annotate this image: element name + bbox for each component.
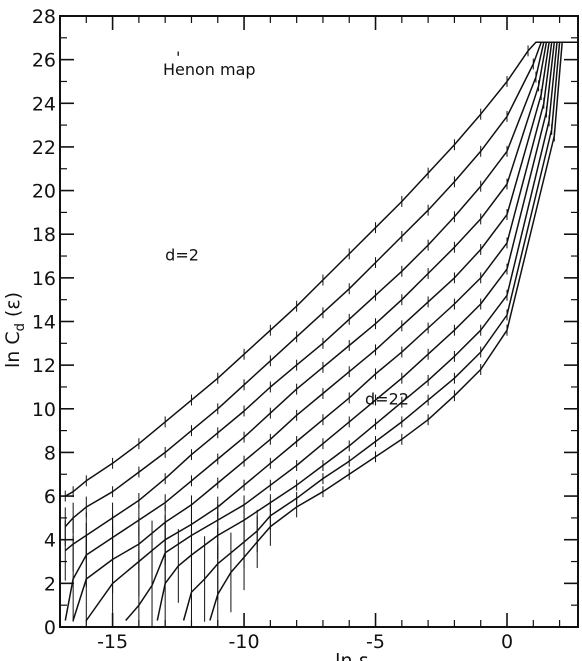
x-axis-title: ln ε xyxy=(335,650,369,661)
y-axis-title-sub: d xyxy=(13,323,28,331)
series-line-10 xyxy=(209,41,578,621)
series-line-3 xyxy=(64,41,578,552)
y-tick-label: 10 xyxy=(32,399,56,421)
y-tick-label: 4 xyxy=(44,530,56,552)
y-tick-label: 0 xyxy=(44,617,56,639)
y-tick-label: 16 xyxy=(32,268,56,290)
annotation-d2: d=2 xyxy=(165,245,199,264)
y-tick-label: 6 xyxy=(44,486,56,508)
series-line-5 xyxy=(72,41,578,621)
x-tick-label: -5 xyxy=(366,631,385,653)
y-tick-label: 8 xyxy=(44,442,56,464)
y-tick-label: 14 xyxy=(32,312,56,334)
chart-title: Henon map xyxy=(163,60,256,79)
x-tick-label: 0 xyxy=(501,631,513,653)
error-bars xyxy=(64,45,555,627)
y-tick-label: 2 xyxy=(44,573,56,595)
plot-border xyxy=(59,15,579,628)
series-line-8 xyxy=(156,41,578,621)
series-line-6 xyxy=(85,41,578,621)
y-axis-title: ln Cd (ε) xyxy=(2,292,28,368)
y-axis-title-main: ln C xyxy=(2,331,24,368)
y-tick-label: 26 xyxy=(32,50,56,72)
x-tick-label: -10 xyxy=(229,631,260,653)
y-axis-title-tail: (ε) xyxy=(2,292,24,323)
axis-ticks xyxy=(59,15,578,628)
y-tick-label: 12 xyxy=(32,355,56,377)
y-tick-label: 22 xyxy=(32,137,56,159)
y-tick-label: 18 xyxy=(32,224,56,246)
y-tick-label: 28 xyxy=(32,6,56,28)
x-tick-label: -15 xyxy=(97,631,128,653)
plot-frame xyxy=(59,15,579,628)
series-line-4 xyxy=(64,41,578,621)
y-tick-label: 24 xyxy=(32,93,56,115)
series-line-1 xyxy=(64,41,578,497)
series-line-2 xyxy=(64,41,578,528)
series-lines xyxy=(64,41,578,621)
y-tick-labels: 0 2 4 6 8 10 12 14 16 18 20 22 24 26 28 xyxy=(32,6,56,639)
title-accent: ' xyxy=(176,48,180,67)
x-tick-labels: -15 -10 -5 0 xyxy=(97,631,513,653)
series-line-9 xyxy=(182,41,578,621)
y-tick-label: 20 xyxy=(32,181,56,203)
annotation-d22: d=22 xyxy=(365,389,409,408)
series-line-7 xyxy=(125,41,578,621)
